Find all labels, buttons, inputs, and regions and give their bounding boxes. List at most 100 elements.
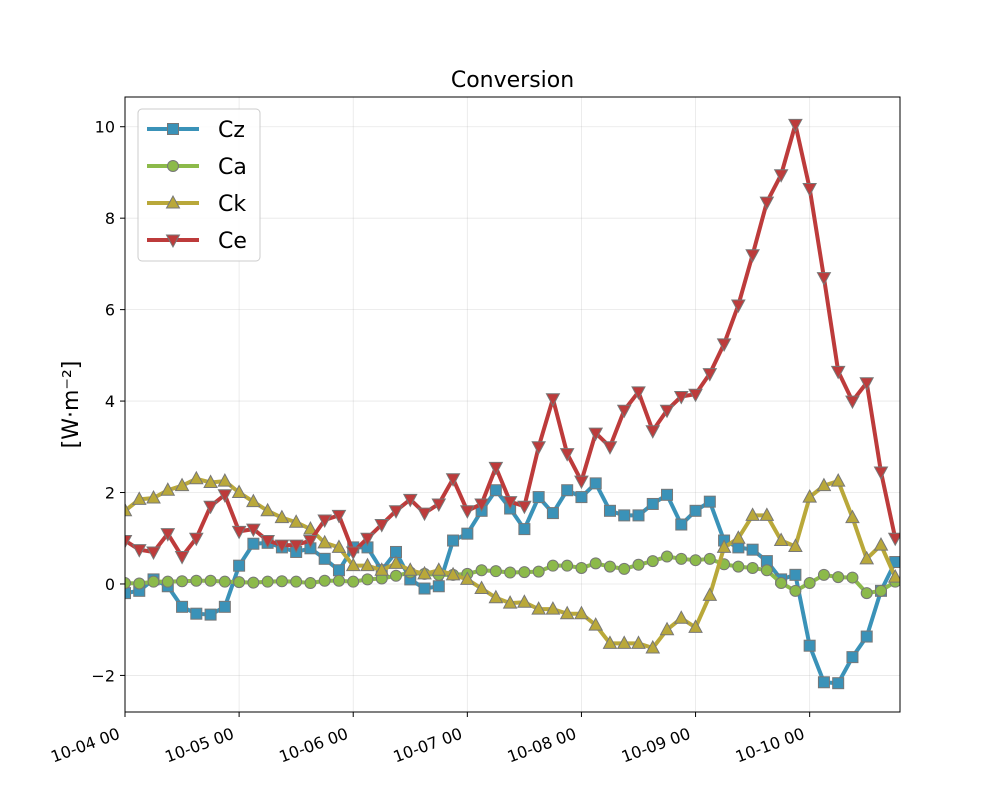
data-point-cz	[603, 504, 616, 517]
data-point-ce	[459, 505, 475, 519]
data-point-cz	[461, 527, 474, 540]
data-point-ce	[545, 393, 561, 407]
data-point-ca	[318, 574, 331, 587]
data-point-ca	[618, 562, 631, 575]
data-point-ce	[260, 535, 275, 549]
data-point-cz	[532, 491, 545, 504]
y-tick-label: 4	[105, 392, 115, 411]
data-point-cz	[489, 484, 502, 497]
data-point-ck	[402, 562, 418, 576]
data-point-cz	[190, 607, 203, 620]
data-point-ca	[803, 577, 816, 590]
data-point-ca	[489, 565, 502, 578]
legend-item-ca: Ca	[147, 155, 247, 180]
data-point-ck	[716, 539, 732, 553]
y-tick-label: 10	[95, 118, 115, 137]
data-point-ck	[830, 473, 846, 487]
legend-item-ce: Ce	[147, 229, 247, 254]
data-point-ca	[860, 587, 873, 600]
data-point-cz	[518, 523, 531, 536]
data-point-ck	[431, 562, 447, 576]
data-point-ck	[545, 601, 561, 615]
data-point-ce	[431, 498, 447, 513]
data-point-cz	[432, 580, 445, 593]
data-point-ce	[445, 473, 461, 487]
data-point-ck	[887, 569, 900, 583]
data-point-ck	[802, 489, 818, 503]
y-tick-label: 6	[105, 301, 115, 320]
data-point-ck	[125, 502, 133, 517]
data-point-ca	[632, 558, 645, 571]
data-point-ce	[174, 551, 190, 565]
data-point-cz	[803, 639, 816, 652]
data-point-ck	[146, 489, 161, 504]
data-point-ce	[317, 514, 333, 529]
data-point-ca	[290, 575, 303, 588]
data-point-ck	[702, 587, 718, 601]
series-ck	[125, 470, 900, 654]
data-point-ca	[746, 561, 759, 574]
data-point-cz	[318, 552, 331, 565]
data-point-ca	[703, 552, 716, 565]
series-ce	[125, 118, 900, 565]
data-point-cz	[860, 630, 873, 643]
data-point-cz	[703, 495, 716, 508]
data-point-ca	[518, 566, 531, 579]
data-point-ck	[345, 557, 361, 572]
data-point-ce	[345, 546, 361, 561]
legend-item-cz: Cz	[147, 118, 245, 143]
data-point-ck	[317, 534, 333, 549]
data-point-ck	[174, 477, 190, 492]
data-point-ck	[574, 605, 589, 620]
data-point-cz	[447, 534, 460, 547]
data-point-cz	[561, 484, 574, 497]
data-point-ca	[874, 584, 887, 597]
data-point-ck	[131, 491, 147, 505]
data-point-ce	[188, 532, 204, 547]
data-point-ca	[261, 575, 274, 588]
data-point-ce	[303, 535, 318, 549]
data-point-ce	[602, 441, 618, 455]
data-point-ce	[217, 489, 233, 503]
data-point-cz	[746, 543, 759, 556]
data-point-ck	[873, 537, 889, 551]
data-point-ce	[745, 249, 760, 263]
data-point-ca	[125, 577, 131, 590]
data-point-ce	[859, 377, 875, 391]
data-point-ce	[731, 299, 746, 314]
data-point-ca	[275, 575, 288, 588]
data-point-ca	[361, 573, 374, 586]
data-point-ca	[247, 576, 260, 589]
data-point-ck	[745, 507, 760, 521]
data-point-ck	[517, 594, 532, 608]
data-point-ca	[575, 561, 588, 574]
y-axis-label: [W·m⁻²]	[59, 361, 84, 449]
data-point-ca	[233, 576, 246, 589]
data-point-ce	[274, 539, 290, 554]
data-point-ck	[559, 605, 575, 620]
data-point-ck	[417, 565, 432, 580]
data-point-cz	[176, 600, 189, 613]
data-point-cz	[125, 587, 131, 600]
data-point-ce	[131, 544, 147, 558]
data-point-cz	[689, 504, 702, 517]
legend-label: Ck	[218, 192, 246, 217]
legend-box	[137, 108, 261, 262]
data-point-ca	[546, 559, 559, 572]
data-point-ck	[502, 595, 518, 609]
data-point-ck	[160, 482, 176, 496]
data-point-ce	[759, 196, 775, 211]
data-point-ck	[788, 538, 803, 552]
data-point-ck	[659, 621, 675, 636]
data-point-ca	[675, 552, 688, 565]
data-point-ce	[360, 532, 375, 547]
data-point-ck	[588, 617, 604, 631]
legend-label: Cz	[218, 118, 245, 143]
data-point-ce	[125, 535, 133, 549]
data-point-ck	[731, 530, 746, 544]
data-point-ck	[773, 532, 789, 547]
data-point-ca	[775, 577, 788, 590]
legend-marker	[165, 234, 181, 249]
data-point-cz	[546, 507, 559, 520]
data-point-ce	[702, 368, 718, 382]
